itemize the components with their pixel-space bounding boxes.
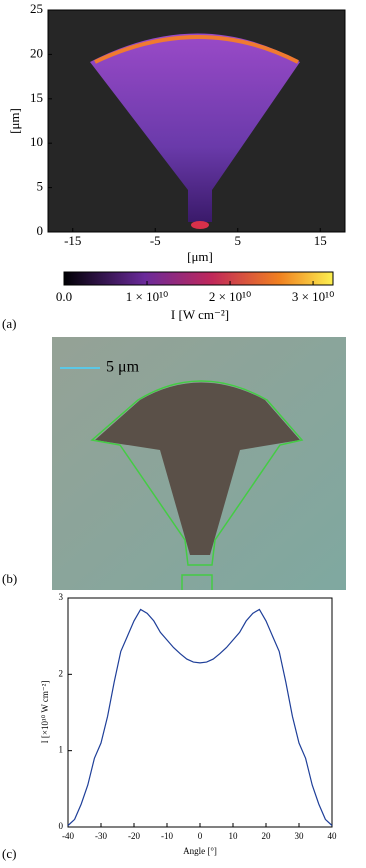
y-tick-label: 0 <box>37 223 44 238</box>
y-tick-label: 20 <box>30 45 43 60</box>
heatmap-spot <box>191 221 209 229</box>
panel-label: (c) <box>2 846 16 861</box>
y-label: [μm] <box>7 108 22 134</box>
x-tick-label: -30 <box>95 831 107 841</box>
colorbar-tick-label: 2 × 10¹⁰ <box>209 289 251 304</box>
x-tick-label: 40 <box>328 831 338 841</box>
x-tick-label: -20 <box>128 831 140 841</box>
heatmap-ridge <box>94 35 299 64</box>
x-tick-label: 0 <box>198 831 203 841</box>
x-tick-label: 5 <box>235 233 242 248</box>
legend-label: 5 μm <box>106 359 140 376</box>
y-tick-label: 5 <box>37 179 44 194</box>
x-tick-label: -5 <box>150 233 161 248</box>
x-label: [μm] <box>187 249 213 264</box>
x-tick-label: 10 <box>229 831 239 841</box>
x-tick-label: 20 <box>262 831 272 841</box>
colorbar-tick-label: 3 × 10¹⁰ <box>292 289 334 304</box>
panel-label: (a) <box>2 316 16 331</box>
x-tick-label: 15 <box>314 233 327 248</box>
y-label: I [×10¹⁰ W cm⁻²] <box>40 681 50 744</box>
line <box>67 608 333 826</box>
x-tick-label: 30 <box>295 831 305 841</box>
y-tick-label: 1 <box>59 745 64 755</box>
y-tick-label: 0 <box>59 821 64 831</box>
x-tick-label: -40 <box>62 831 74 841</box>
y-tick-label: 10 <box>30 134 43 149</box>
y-tick-label: 3 <box>59 592 64 602</box>
axes-frame <box>47 9 346 233</box>
axes-frame <box>67 597 333 828</box>
photo-crater <box>95 382 300 555</box>
outline <box>90 380 304 590</box>
heatmap-fan <box>90 33 300 222</box>
x-tick-label: -10 <box>161 831 173 841</box>
y-tick-label: 25 <box>30 1 43 16</box>
colorbar-tick-label: 0.0 <box>56 289 72 304</box>
x-tick-label: -15 <box>64 233 81 248</box>
colorbar <box>63 271 334 286</box>
y-tick-label: 2 <box>59 668 64 678</box>
colorbar-label: I [W cm⁻²] <box>171 307 229 322</box>
y-tick-label: 15 <box>30 90 43 105</box>
x-label: Angle [°] <box>183 846 217 856</box>
panel-label: (b) <box>2 571 17 586</box>
colorbar-tick-label: 1 × 10¹⁰ <box>126 289 168 304</box>
